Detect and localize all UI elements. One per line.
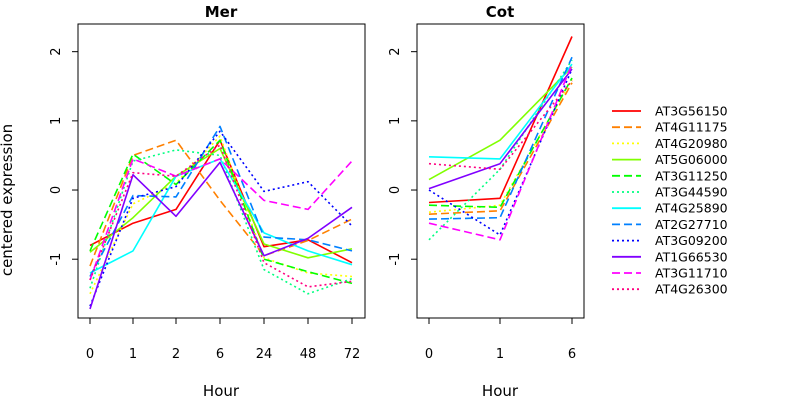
y-tick-label-cot-1: 1 <box>388 117 403 125</box>
axes-mer: 0 1 2 6 24 48 72 -1 0 1 2 <box>49 48 360 362</box>
series-line-cot-AT3G11250 <box>428 77 573 209</box>
plot-frame-cot <box>416 23 585 319</box>
series-line-cot-AT4G26300 <box>428 80 573 171</box>
series-line-cot-AT5G06000 <box>428 66 573 181</box>
legend-label-AT4G26300: AT4G26300 <box>655 282 728 297</box>
x-tick-label-mer-48: 48 <box>300 347 317 362</box>
series-line-cot-AT3G11710 <box>428 63 573 241</box>
panel-cot: Cot 0 1 6 -1 0 1 2 Hour <box>388 3 585 400</box>
series-line-mer-AT5G06000 <box>89 147 353 259</box>
x-tick-label-cot-1: 1 <box>496 347 504 362</box>
series-line-cot-AT4G11175 <box>428 82 573 215</box>
panel-title-mer: Mer <box>205 3 238 21</box>
series-line-mer-AT3G09200 <box>89 130 353 307</box>
series-line-cot-AT3G44590 <box>428 59 573 241</box>
series-line-mer-AT4G25890 <box>89 158 353 274</box>
series-line-mer-AT3G11710 <box>89 158 353 281</box>
panel-mer: Mer 0 1 2 6 24 48 72 -1 0 1 2 Hour <box>49 3 366 400</box>
series-line-mer-AT3G11250 <box>89 139 353 285</box>
y-tick-label-cot-2: 2 <box>388 48 403 56</box>
series-lines-mer <box>89 125 353 310</box>
series-line-mer-AT2G27710 <box>89 125 353 277</box>
series-line-cot-AT4G25890 <box>428 63 573 160</box>
axes-cot: 0 1 6 -1 0 1 2 <box>388 48 576 362</box>
series-line-mer-AT3G44590 <box>89 149 353 295</box>
x-tick-label-mer-1: 1 <box>129 347 137 362</box>
y-tick-label-mer-2: 2 <box>49 48 64 56</box>
legend-label-AT3G11710: AT3G11710 <box>655 266 728 281</box>
plot-frame-mer <box>77 23 366 319</box>
series-line-cot-AT4G20980 <box>428 78 573 213</box>
legend-label-AT3G56150: AT3G56150 <box>655 104 728 119</box>
legend-label-AT4G11175: AT4G11175 <box>655 120 728 135</box>
legend-label-AT4G20980: AT4G20980 <box>655 136 728 151</box>
y-tick-label-cot-0: 0 <box>388 186 403 194</box>
legend-label-AT4G25890: AT4G25890 <box>655 201 728 216</box>
y-axis-title: centered expression <box>0 124 16 276</box>
x-tick-label-cot-6: 6 <box>568 347 576 362</box>
panel-title-cot: Cot <box>486 3 514 21</box>
series-line-cot-AT2G27710 <box>428 56 573 220</box>
y-tick-label-mer--1: -1 <box>49 253 64 266</box>
x-axis-title-mer: Hour <box>203 382 240 400</box>
y-tick-label-mer-1: 1 <box>49 117 64 125</box>
x-tick-label-mer-0: 0 <box>86 347 94 362</box>
x-axis-title-cot: Hour <box>482 382 519 400</box>
y-tick-label-cot--1: -1 <box>388 253 403 266</box>
legend-label-AT1G66530: AT1G66530 <box>655 249 728 264</box>
x-tick-label-mer-2: 2 <box>172 347 180 362</box>
series-line-mer-AT4G20980 <box>89 135 353 295</box>
x-tick-label-cot-0: 0 <box>425 347 433 362</box>
legend-label-AT3G09200: AT3G09200 <box>655 233 728 248</box>
series-line-mer-AT4G26300 <box>89 144 353 288</box>
legend: AT3G56150AT4G11175AT4G20980AT5G06000AT3G… <box>612 104 728 297</box>
legend-label-AT5G06000: AT5G06000 <box>655 152 728 167</box>
legend-label-AT3G44590: AT3G44590 <box>655 185 728 200</box>
series-lines-cot <box>428 36 573 241</box>
series-line-mer-AT1G66530 <box>89 161 353 310</box>
y-tick-label-mer-0: 0 <box>49 186 64 194</box>
series-line-cot-AT1G66530 <box>428 68 573 190</box>
x-tick-label-mer-24: 24 <box>256 347 273 362</box>
x-tick-label-mer-72: 72 <box>344 347 361 362</box>
legend-label-AT3G11250: AT3G11250 <box>655 168 728 183</box>
legend-label-AT2G27710: AT2G27710 <box>655 217 728 232</box>
x-tick-label-mer-6: 6 <box>216 347 224 362</box>
